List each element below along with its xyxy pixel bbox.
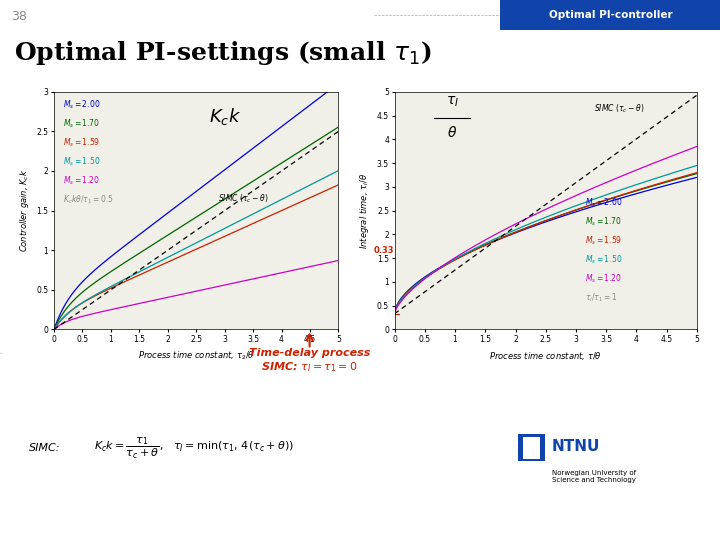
FancyBboxPatch shape <box>518 434 544 461</box>
Text: $M_s = 1.59$: $M_s = 1.59$ <box>585 234 622 247</box>
FancyBboxPatch shape <box>500 0 720 30</box>
FancyBboxPatch shape <box>523 437 540 459</box>
X-axis label: Process time constant, $\tau/\theta$: Process time constant, $\tau/\theta$ <box>490 349 602 361</box>
Text: Optimal PI-settings (small $\tau_1$): Optimal PI-settings (small $\tau_1$) <box>14 39 432 68</box>
Text: 0.33: 0.33 <box>374 246 394 255</box>
Text: $M_s = 1.59$: $M_s = 1.59$ <box>63 137 99 150</box>
Text: 38: 38 <box>11 10 27 23</box>
Text: SIMC:: SIMC: <box>29 443 60 453</box>
Text: $M_s = 1.20$: $M_s = 1.20$ <box>585 272 622 285</box>
Text: Time-delay process
SIMC: $\tau_I=\tau_1=0$: Time-delay process SIMC: $\tau_I=\tau_1=… <box>249 348 370 374</box>
Text: $K_c k$: $K_c k$ <box>209 106 240 127</box>
Text: SIMC $(\tau_c-\theta)$: SIMC $(\tau_c-\theta)$ <box>217 192 268 205</box>
Text: $\theta$: $\theta$ <box>447 125 457 140</box>
Text: NTNU: NTNU <box>552 440 600 454</box>
Text: Norwegian University of
Science and Technology: Norwegian University of Science and Tech… <box>552 470 636 483</box>
Text: $M_s = 1.20$: $M_s = 1.20$ <box>63 175 99 187</box>
Text: Optimal PI-controller: Optimal PI-controller <box>549 10 672 21</box>
Text: $M_s = 2.00$: $M_s = 2.00$ <box>585 197 623 209</box>
Y-axis label: Controller gain, $K_c k$: Controller gain, $K_c k$ <box>18 169 31 252</box>
Text: $M_s = 1.70$: $M_s = 1.70$ <box>585 215 622 228</box>
Text: $M_s = 2.00$: $M_s = 2.00$ <box>63 99 100 111</box>
Text: $\tau_i/\tau_1 = 1$: $\tau_i/\tau_1 = 1$ <box>585 292 618 304</box>
Text: $M_s = 1.50$: $M_s = 1.50$ <box>585 253 623 266</box>
Text: $K_c k = \dfrac{\tau_1}{\tau_c+\theta}$,   $\tau_I = \min(\tau_1,\,4(\tau_c+\the: $K_c k = \dfrac{\tau_1}{\tau_c+\theta}$,… <box>94 436 294 461</box>
Text: www.ntnu.no: www.ntnu.no <box>9 525 82 535</box>
X-axis label: Process time constant, $\tau_2/\theta$: Process time constant, $\tau_2/\theta$ <box>138 349 255 362</box>
Text: $M_s = 1.70$: $M_s = 1.70$ <box>63 118 99 131</box>
Text: $M_s = 1.50$: $M_s = 1.50$ <box>63 156 100 168</box>
Y-axis label: Integral time, $\tau_I/\theta$: Integral time, $\tau_I/\theta$ <box>359 172 372 249</box>
Text: $K_c k\theta/\tau_1 = 0.5$: $K_c k\theta/\tau_1 = 0.5$ <box>63 194 114 206</box>
Text: SIMC $(\tau_c-\theta)$: SIMC $(\tau_c-\theta)$ <box>594 102 644 114</box>
Text: $\tau_I$: $\tau_I$ <box>446 94 459 109</box>
